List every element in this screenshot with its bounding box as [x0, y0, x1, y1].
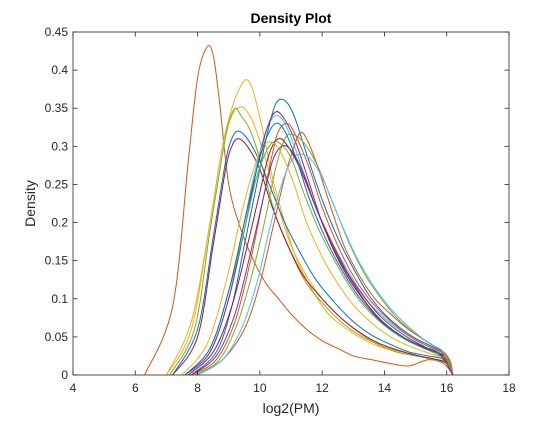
x-axis-label: log2(PM) — [263, 400, 320, 416]
x-tick-label: 14 — [378, 381, 392, 395]
y-axis-ticks: 0 0.05 0.1 0.15 0.2 0.25 0.3 0.35 0.4 0.45 — [45, 25, 509, 382]
y-axis-label: Density — [22, 180, 38, 227]
density-series-line-12 — [197, 131, 454, 376]
y-tick-label: 0.35 — [45, 101, 69, 115]
x-axis-ticks: 4 6 8 10 12 14 16 18 — [70, 32, 516, 395]
x-tick-label: 12 — [315, 381, 329, 395]
y-tick-label: 0.15 — [45, 254, 69, 268]
chart-title: Density Plot — [251, 10, 332, 26]
density-series-line-17 — [184, 122, 454, 376]
y-tick-label: 0.1 — [51, 292, 68, 306]
y-tick-label: 0.45 — [45, 25, 69, 39]
density-series-line-15 — [181, 141, 454, 376]
x-tick-label: 10 — [253, 381, 267, 395]
x-tick-label: 8 — [194, 381, 201, 395]
y-tick-label: 0.2 — [51, 216, 68, 230]
x-tick-label: 18 — [502, 381, 516, 395]
density-series-line-13 — [197, 153, 454, 376]
density-series-line-10 — [191, 122, 454, 376]
density-series-line-18 — [191, 144, 454, 376]
y-tick-label: 0.3 — [51, 139, 68, 153]
axes-box — [72, 31, 510, 376]
density-series-line-5 — [172, 130, 454, 376]
x-tick-label: 6 — [132, 381, 139, 395]
density-series-line-6 — [172, 138, 454, 376]
density-series-line-16 — [184, 140, 454, 376]
y-tick-label: 0.25 — [45, 177, 69, 191]
series-layer — [144, 45, 454, 376]
x-tick-label: 16 — [440, 381, 454, 395]
x-tick-label: 4 — [70, 381, 77, 395]
y-tick-label: 0.05 — [45, 330, 69, 344]
density-series-line-1 — [144, 45, 454, 376]
density-series-line-8 — [191, 98, 454, 376]
y-tick-label: 0.4 — [51, 63, 68, 77]
y-tick-label: 0 — [61, 368, 68, 382]
plot-area — [73, 32, 509, 375]
